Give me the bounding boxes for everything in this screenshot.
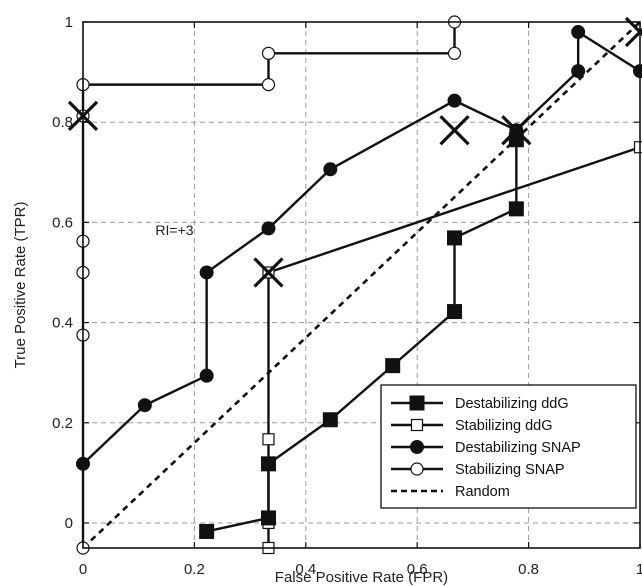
x-tick-label: 0: [79, 561, 87, 578]
data-point: [508, 132, 524, 148]
legend-label: Random: [455, 484, 510, 500]
legend: Destabilizing ddG Stabilizing ddG Destabil…: [380, 384, 637, 509]
x-tick-label: 1: [636, 561, 642, 578]
plot-frame: [82, 21, 641, 549]
annotations: RI=+3: [155, 222, 193, 238]
y-tick-label: 0.6: [52, 214, 73, 231]
y-tick-label: 1: [65, 14, 73, 31]
legend-swatch-marker: [410, 440, 424, 454]
legend-item: Stabilizing SNAP: [391, 462, 565, 478]
y-tick-label: 0.2: [52, 415, 73, 432]
legend-label: Destabilizing SNAP: [455, 440, 581, 456]
data-point: [199, 523, 215, 539]
data-point: [447, 46, 462, 60]
legend-item: Random: [391, 484, 510, 500]
legend-label: Stabilizing ddG: [455, 418, 553, 434]
legend-swatch-marker: [410, 418, 424, 432]
y-axis-ticks: 0 0.2 0.4 0.6 0.8 1: [52, 14, 640, 532]
grid-lines: [83, 22, 640, 548]
series-4: [82, 21, 641, 549]
y-axis-label: True Positive Rate (TPR): [12, 202, 29, 369]
data-point: [199, 265, 214, 280]
data-point: [571, 25, 586, 40]
series-line: [82, 21, 641, 549]
data-point: [385, 358, 401, 374]
data-point: [447, 230, 463, 246]
data-point: [261, 46, 276, 60]
legend-label: Stabilizing SNAP: [455, 462, 565, 478]
data-point: [137, 398, 152, 413]
data-point: [260, 510, 276, 526]
cross-markers: [67, 16, 642, 288]
legend-label: Destabilizing ddG: [455, 396, 569, 412]
x-tick-label: 0.6: [407, 561, 428, 578]
x-tick-label: 0.4: [295, 561, 316, 578]
legend-item: Destabilizing SNAP: [391, 440, 581, 456]
data-point: [261, 221, 276, 236]
data-point: [199, 368, 214, 383]
y-tick-label: 0: [65, 515, 73, 532]
series-0: [199, 132, 524, 539]
data-point: [260, 456, 276, 472]
y-tick-label: 0.4: [52, 315, 73, 332]
annotation-label: RI=+3: [155, 222, 193, 238]
data-point: [261, 78, 276, 92]
data-point: [447, 304, 463, 320]
x-axis-label: False Positive Rate (FPR): [275, 569, 448, 586]
x-tick-label: 0.8: [518, 561, 539, 578]
data-point: [447, 93, 462, 108]
legend-swatch-marker: [409, 395, 425, 411]
cross-marker: [439, 115, 470, 146]
data-point: [262, 433, 275, 446]
cross-marker: [501, 115, 532, 146]
x-tick-label: 0.2: [184, 561, 205, 578]
data-point: [633, 141, 642, 154]
legend-swatch-marker: [410, 462, 424, 476]
data-point: [323, 162, 338, 177]
data-point: [508, 201, 524, 217]
legend-item: Destabilizing ddG: [391, 395, 569, 412]
x-axis-ticks: 0 0.2 0.4 0.6 0.8 1: [79, 22, 642, 578]
legend-item: Stabilizing ddG: [391, 418, 553, 434]
data-point: [571, 64, 586, 79]
y-tick-label: 0.8: [52, 114, 73, 131]
data-point: [322, 412, 338, 428]
cross-marker: [253, 257, 284, 288]
